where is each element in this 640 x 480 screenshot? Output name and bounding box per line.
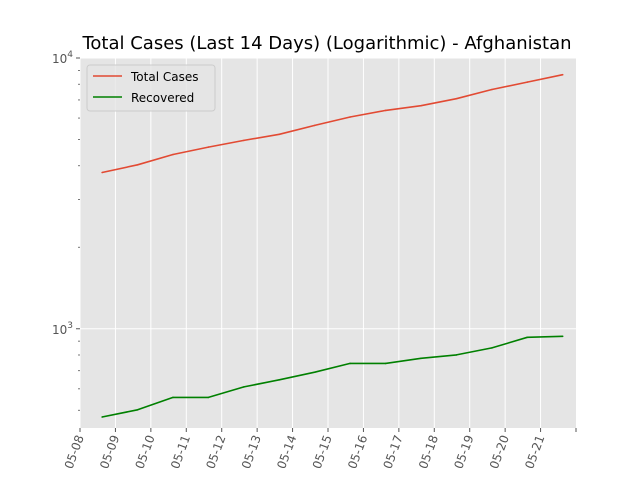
series-line-1 [101,335,563,418]
data-point [172,153,174,156]
x-tick-label: 05-10 [133,433,158,471]
data-point [101,416,103,418]
x-axis: 05-08 05-09 05-10 05-11 05-12 05-13 05-14 05-15… [62,428,577,471]
data-point [313,124,316,127]
data-point [136,409,139,411]
y-tick-label: 103 [52,321,73,337]
series-line-0 [101,73,563,174]
data-point [455,97,458,100]
x-tick-label: 05-09 [97,433,122,471]
data-point [455,354,458,356]
x-tick-label: 05-15 [310,433,335,471]
data-point [136,164,139,166]
data-point [420,357,422,360]
y-axis: 103 104 [52,50,80,411]
data-point [172,396,174,399]
x-tick-label: 05-11 [168,433,193,471]
x-tick-label: 05-08 [62,433,87,471]
data-point [278,133,281,136]
x-tick-label: 05-12 [203,433,228,471]
x-tick-label: 05-21 [522,433,547,471]
data-point [384,362,387,365]
legend-label-0: Total Cases [130,70,198,84]
data-point [384,109,387,112]
data-point [561,335,564,338]
data-point [491,347,493,349]
series-layer [101,73,564,418]
data-point [526,336,529,339]
legend-label-1: Recovered [131,91,194,105]
data-point [561,73,564,76]
data-point [278,379,281,381]
x-tick-label: 05-16 [345,433,370,471]
y-tick-label: 104 [52,50,73,66]
x-tick-label: 05-13 [239,433,264,471]
data-point [491,88,493,91]
x-tick-label: 05-19 [451,433,476,471]
chart-title: Total Cases (Last 14 Days) (Logarithmic)… [81,33,571,54]
data-point [243,139,245,142]
data-point [243,386,245,388]
data-point [349,116,351,118]
data-point [101,171,103,174]
legend: Total Cases Recovered [86,64,216,112]
x-tick-label: 05-17 [381,433,406,471]
data-point [349,362,351,365]
data-point [207,146,210,148]
x-tick-label: 05-20 [487,433,512,471]
x-tick-label: 05-18 [416,433,441,471]
data-point [207,396,210,399]
data-point [526,81,529,83]
data-point [420,104,422,107]
x-tick-label: 05-14 [274,433,299,471]
grid [79,57,576,428]
data-point [313,371,316,374]
